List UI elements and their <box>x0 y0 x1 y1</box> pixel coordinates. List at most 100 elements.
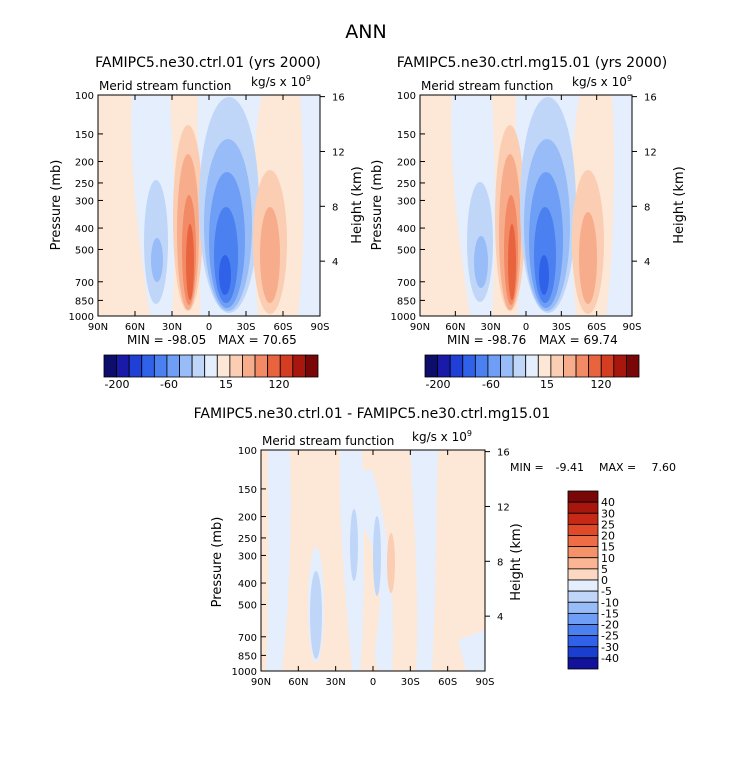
y-axis-right-title: Height (km) <box>350 166 365 243</box>
colorbar-swatch <box>600 354 615 378</box>
colorbar-swatch <box>254 354 269 378</box>
colorbar-label: -60 <box>160 378 178 391</box>
x-tick-label: 0 <box>206 322 212 333</box>
colorbar-swatch <box>575 354 590 378</box>
colorbar-swatch <box>512 354 527 378</box>
x-tick-label: 90N <box>251 677 271 688</box>
max-label: MAX = <box>599 461 636 474</box>
colorbar-swatch <box>567 624 599 637</box>
y-tick-label: 500 <box>238 600 257 611</box>
colorbar-label: -15 <box>601 607 619 620</box>
colorbar-swatch <box>474 354 489 378</box>
x-tick-label: 60N <box>125 322 145 333</box>
colorbar-label: -30 <box>601 641 619 654</box>
y-tick-label: 500 <box>75 245 94 256</box>
y-tick-label: 200 <box>75 158 94 169</box>
colorbar-swatch <box>567 657 599 670</box>
colorbar-swatch <box>279 354 294 378</box>
colorbar-swatch <box>191 354 206 378</box>
colorbar-swatch <box>292 354 306 378</box>
panel-variable-label: Merid stream function <box>99 79 231 93</box>
colorbar-label: -200 <box>426 378 451 391</box>
y-tick-label: 850 <box>75 296 94 307</box>
colorbar-swatch <box>567 546 599 559</box>
colorbar-label: 15 <box>601 541 615 554</box>
y-tick-label: 850 <box>238 651 257 662</box>
colorbar-swatch <box>567 579 599 592</box>
colorbar-label: 15 <box>219 378 233 391</box>
x-tick-label: 90S <box>622 322 641 333</box>
panel-units-label: kg/s x 109 <box>412 429 472 444</box>
panel-units-label: kg/s x 109 <box>251 74 311 89</box>
y-tick-label: 150 <box>75 130 94 141</box>
y-right-tick-label: 8 <box>332 202 338 213</box>
x-tick-label: 60N <box>288 677 308 688</box>
panel-variable-label: Merid stream function <box>262 434 394 448</box>
panel-title: FAMIPC5.ne30.ctrl.mg15.01 (yrs 2000) <box>397 55 668 71</box>
x-tick-label: 30N <box>326 677 346 688</box>
y-tick-label: 1000 <box>69 312 94 323</box>
x-tick-label: 60S <box>438 677 457 688</box>
max-label: MAX = 70.65 <box>218 333 297 347</box>
colorbar-label: 0 <box>601 574 608 587</box>
y-tick-label: 400 <box>397 224 416 235</box>
colorbar-swatch <box>537 354 552 378</box>
colorbar-swatch <box>487 354 501 378</box>
colorbar-swatch <box>449 354 464 378</box>
panel-experiment: FAMIPC5.ne30.ctrl.mg15.01 (yrs 2000) Mer… <box>370 55 687 391</box>
colorbar-swatch <box>588 354 602 378</box>
y-axis-right-title: Height (km) <box>509 523 524 600</box>
colorbar-label: -10 <box>601 596 619 609</box>
panel-title: FAMIPC5.ne30.ctrl.01 - FAMIPC5.ne30.ctrl… <box>194 406 551 422</box>
colorbar-label: -40 <box>601 652 619 665</box>
x-tick-label: 60S <box>273 322 292 333</box>
x-tick-label: 90N <box>410 322 430 333</box>
panel-control: FAMIPC5.ne30.ctrl.01 (yrs 2000) Merid st… <box>49 55 365 391</box>
colorbar-label: 10 <box>601 552 615 565</box>
y-tick-label: 300 <box>75 196 94 207</box>
y-axis-title: Pressure (mb) <box>49 160 64 251</box>
colorbar-label: -20 <box>601 619 619 632</box>
x-tick-label: 30S <box>236 322 255 333</box>
panel-difference: FAMIPC5.ne30.ctrl.01 - FAMIPC5.ne30.ctrl… <box>194 406 676 688</box>
y-right-tick-label: 8 <box>497 557 503 568</box>
x-tick-label: 30N <box>162 322 182 333</box>
colorbar-swatch <box>567 535 599 548</box>
x-tick-label: 60N <box>445 322 465 333</box>
y-tick-label: 1000 <box>391 312 416 323</box>
colorbar-label: 120 <box>269 378 290 391</box>
colorbar-swatch <box>462 354 476 378</box>
y-axis-title: Pressure (mb) <box>210 517 225 608</box>
colorbar-swatch <box>567 646 599 659</box>
x-tick-label: 30S <box>401 677 420 688</box>
y-tick-label: 700 <box>238 633 257 644</box>
y-tick-label: 700 <box>75 278 94 289</box>
y-tick-label: 150 <box>397 130 416 141</box>
y-tick-label: 300 <box>238 551 257 562</box>
colorbar-swatch <box>179 354 193 378</box>
colorbar-label: 20 <box>601 530 615 543</box>
colorbar-swatch <box>550 354 564 378</box>
x-tick-label: 60S <box>587 322 606 333</box>
contour-field <box>261 450 485 671</box>
y-tick-label: 100 <box>238 446 257 457</box>
colorbar-swatch <box>153 354 168 378</box>
colorbar-label: 40 <box>601 496 615 509</box>
colorbar-label: 15 <box>540 378 554 391</box>
colorbar-swatch <box>567 557 599 570</box>
y-tick-label: 100 <box>75 91 94 102</box>
colorbar-swatch <box>567 635 599 648</box>
colorbar-swatch <box>267 354 281 378</box>
y-tick-label: 250 <box>397 179 416 190</box>
panel-units-label: kg/s x 109 <box>572 74 632 89</box>
y-tick-label: 700 <box>397 278 416 289</box>
colorbar-swatch <box>525 354 539 378</box>
colorbar-label: -5 <box>601 585 612 598</box>
colorbar-swatch <box>567 568 599 581</box>
colorbar: -200 -60 15 120 <box>424 354 640 391</box>
colorbar-swatch <box>204 354 218 378</box>
colorbar-label: 25 <box>601 518 615 531</box>
